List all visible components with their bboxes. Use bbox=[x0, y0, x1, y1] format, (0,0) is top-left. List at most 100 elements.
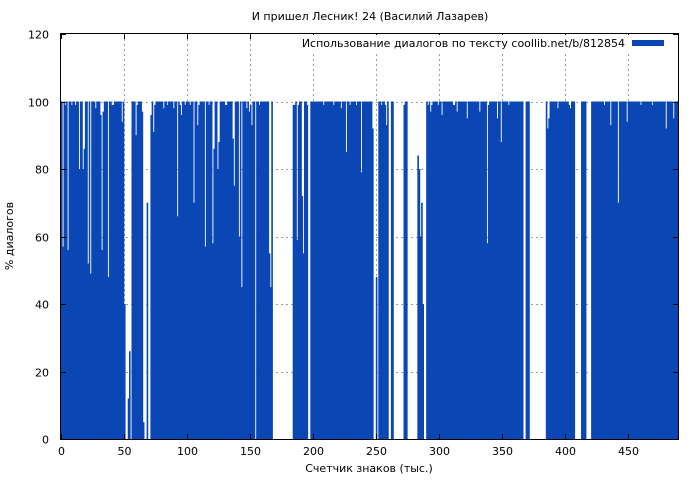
bar bbox=[515, 101, 518, 439]
bar bbox=[195, 101, 198, 439]
bar bbox=[369, 101, 372, 439]
bar bbox=[516, 101, 519, 439]
bar bbox=[92, 101, 95, 439]
bar bbox=[457, 101, 460, 439]
bar bbox=[646, 101, 649, 439]
bar bbox=[322, 104, 325, 440]
bar bbox=[375, 277, 378, 439]
bar bbox=[611, 101, 613, 439]
bar bbox=[331, 101, 334, 439]
bar bbox=[353, 101, 355, 439]
bar bbox=[647, 101, 650, 439]
bar bbox=[89, 273, 92, 440]
bar bbox=[247, 101, 249, 439]
bar bbox=[339, 101, 341, 439]
bar bbox=[193, 202, 195, 439]
bar bbox=[458, 101, 461, 439]
bar bbox=[518, 101, 520, 439]
bar bbox=[672, 118, 675, 440]
y-tick-label: 60 bbox=[35, 232, 49, 245]
bar bbox=[66, 101, 68, 439]
bar bbox=[552, 101, 554, 439]
bar bbox=[650, 101, 652, 439]
bar bbox=[105, 101, 107, 439]
bar bbox=[510, 101, 513, 439]
bar bbox=[453, 104, 456, 440]
bar bbox=[210, 101, 213, 439]
bar bbox=[654, 101, 656, 439]
bar bbox=[636, 101, 639, 439]
bar bbox=[406, 101, 408, 439]
legend-background bbox=[310, 35, 676, 51]
bar bbox=[176, 216, 179, 439]
bar bbox=[178, 101, 180, 439]
bar bbox=[156, 101, 159, 439]
bar bbox=[511, 101, 514, 439]
bar bbox=[560, 101, 563, 439]
bar bbox=[526, 101, 529, 439]
bar bbox=[557, 108, 559, 439]
bar bbox=[132, 101, 135, 439]
bar bbox=[112, 104, 115, 440]
bar bbox=[563, 101, 566, 439]
bar bbox=[403, 104, 406, 440]
bar bbox=[484, 101, 486, 439]
bar bbox=[150, 115, 153, 439]
bar bbox=[645, 101, 647, 439]
bar bbox=[479, 111, 481, 440]
bar bbox=[102, 111, 105, 440]
bar bbox=[239, 101, 242, 439]
bar bbox=[63, 101, 66, 439]
bar bbox=[185, 101, 188, 439]
bar bbox=[500, 142, 503, 439]
bar bbox=[200, 101, 203, 439]
bar bbox=[558, 101, 560, 439]
bar bbox=[497, 101, 500, 439]
bar bbox=[426, 101, 428, 439]
bar bbox=[475, 101, 477, 439]
bar bbox=[76, 101, 78, 439]
bar bbox=[135, 135, 137, 439]
bar bbox=[310, 101, 312, 439]
bar bbox=[224, 104, 227, 440]
bar bbox=[228, 101, 231, 439]
bar bbox=[494, 101, 496, 439]
bar bbox=[209, 101, 212, 439]
bar bbox=[661, 101, 664, 439]
bar bbox=[671, 101, 674, 439]
bar bbox=[74, 104, 77, 440]
bar bbox=[261, 101, 263, 439]
bar bbox=[620, 101, 622, 439]
bar bbox=[69, 101, 72, 439]
bar bbox=[641, 101, 644, 439]
chart-title: И пришел Лесник! 24 (Василий Лазарев) bbox=[252, 10, 489, 23]
bar bbox=[476, 101, 479, 439]
bar bbox=[549, 101, 552, 439]
bar bbox=[633, 101, 636, 439]
bar bbox=[570, 101, 573, 439]
bar bbox=[348, 101, 350, 439]
bar bbox=[461, 101, 464, 439]
bar bbox=[432, 101, 435, 439]
bar bbox=[136, 104, 139, 440]
bar bbox=[219, 101, 222, 439]
bar bbox=[514, 101, 516, 439]
bar bbox=[106, 101, 108, 439]
bar bbox=[554, 101, 557, 439]
bar bbox=[101, 250, 103, 439]
bar bbox=[62, 246, 64, 440]
bar bbox=[385, 125, 388, 440]
bar bbox=[506, 101, 509, 439]
bar bbox=[452, 104, 455, 440]
bar bbox=[664, 101, 666, 439]
y-tick-label: 120 bbox=[28, 29, 49, 42]
bar bbox=[154, 104, 156, 440]
bar bbox=[465, 101, 467, 439]
bar bbox=[632, 101, 635, 439]
bar bbox=[640, 104, 642, 440]
bar bbox=[666, 101, 669, 439]
bar bbox=[116, 101, 119, 439]
bar bbox=[622, 101, 625, 439]
bar bbox=[317, 101, 320, 439]
bar bbox=[315, 101, 317, 439]
